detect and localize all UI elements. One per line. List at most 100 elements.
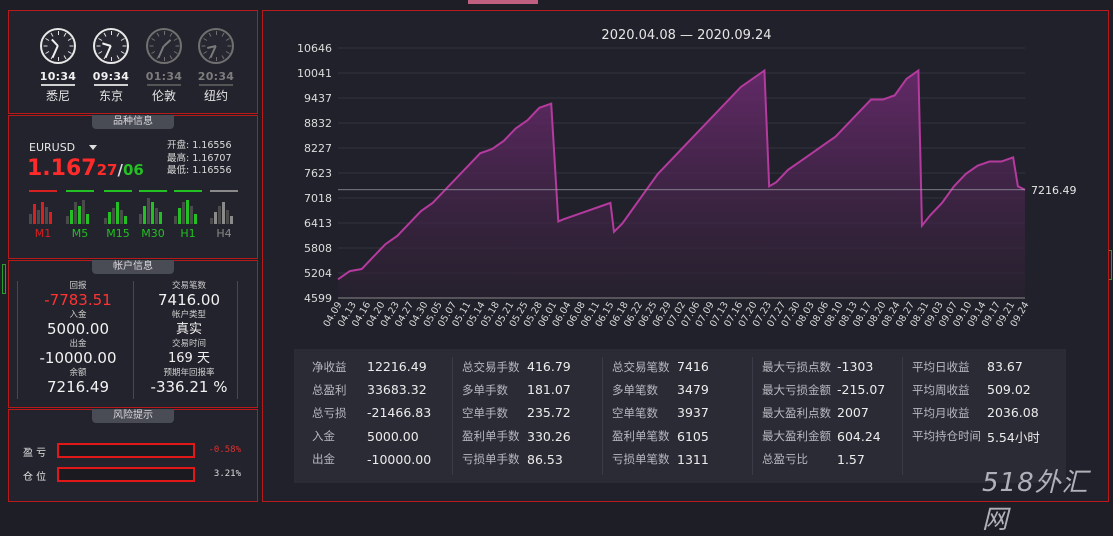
clock-tick <box>221 55 225 60</box>
stats-row: 亏损单手数 86.53 <box>462 448 571 471</box>
stat-label: 亏损单手数 <box>462 452 520 467</box>
strength-bar <box>178 208 181 224</box>
strength-bar <box>66 216 69 224</box>
stat-value: 330.26 <box>527 428 571 444</box>
symbol-select[interactable]: EURUSD <box>29 141 76 154</box>
annual-return-value: -336.21 % <box>150 378 228 396</box>
strength-bars <box>139 194 167 224</box>
position-label: 仓 位 <box>23 472 47 483</box>
timeframe-marker <box>139 190 167 192</box>
y-tick-label: 8227 <box>304 142 332 155</box>
timeframe-h4[interactable]: H4 <box>210 190 238 240</box>
timeframe-label: M1 <box>34 227 52 240</box>
drawdown-label: 回报 <box>69 281 87 291</box>
strength-bars <box>210 194 238 224</box>
account-type-value: 真实 <box>175 322 202 337</box>
stat-value: 5.54小时 <box>987 429 1040 445</box>
drawdown-value: -7783.51 <box>44 291 112 309</box>
account-info-panel: 帐户信息 回报 -7783.51 入金 5000.00 出金 -10000.00… <box>8 260 258 408</box>
withdraw-label: 出金 <box>69 339 87 349</box>
chart-title: 2020.04.08 — 2020.09.24 <box>601 28 772 43</box>
withdraw-value: -10000.00 <box>39 349 117 367</box>
position-meter <box>57 467 195 482</box>
clock-tick <box>164 57 165 61</box>
clock-tick <box>149 45 154 47</box>
stat-label: 空单手数 <box>462 405 508 420</box>
strength-bar <box>104 218 107 224</box>
strength-bar <box>174 216 177 224</box>
stats-row: 多单笔数 3479 <box>612 378 709 401</box>
strength-bar <box>226 210 229 224</box>
clock-tick <box>58 31 59 35</box>
strength-bar <box>230 216 233 224</box>
stat-value: 3479 <box>677 382 709 398</box>
stat-value: -10000.00 <box>367 451 432 467</box>
trade-time-label: 交易时间 <box>171 339 206 349</box>
timeframe-m30[interactable]: M30 <box>139 190 167 240</box>
clock-tick <box>216 31 217 35</box>
stats-divider <box>602 357 603 475</box>
stats-row: 出金 -10000.00 <box>312 448 431 471</box>
stats-divider <box>902 357 903 475</box>
clock-tick <box>67 51 72 54</box>
strength-bar <box>82 200 85 224</box>
clock-tick <box>169 55 173 60</box>
strength-bars <box>104 194 132 224</box>
account-type-label: 帐户类型 <box>171 310 206 320</box>
stats-row: 最大亏损点数 -1303 <box>762 355 885 378</box>
clock-time: 20:34 <box>191 70 241 86</box>
strength-bar <box>186 200 189 224</box>
stats-row: 空单笔数 3937 <box>612 401 709 424</box>
timeframe-m1[interactable]: M1 <box>29 190 57 240</box>
stat-value: 604.24 <box>837 428 881 444</box>
stat-value: -215.07 <box>837 382 886 398</box>
clock-tick <box>173 51 178 54</box>
clock-tick <box>45 38 50 41</box>
stats-row: 平均月收益 2036.08 <box>912 401 1040 424</box>
clock-tick <box>103 32 107 37</box>
stat-label: 平均日收益 <box>912 359 970 374</box>
section-title: 帐户信息 <box>92 260 174 274</box>
timeframe-h1[interactable]: H1 <box>174 190 202 240</box>
timeframe-m5[interactable]: M5 <box>66 190 94 240</box>
clock-tick <box>45 51 50 54</box>
clock-tick <box>151 51 156 54</box>
stat-value: 2007 <box>837 405 869 421</box>
stats-row: 入金 5000.00 <box>312 425 431 448</box>
clock-tick <box>216 57 217 61</box>
stat-label: 最大盈利点数 <box>762 405 831 420</box>
stats-row: 净收益 12216.49 <box>312 355 431 378</box>
chevron-down-icon[interactable] <box>89 145 97 150</box>
strength-bar <box>33 204 36 224</box>
timeframe-m15[interactable]: M15 <box>104 190 132 240</box>
y-tick-label: 10646 <box>297 42 332 55</box>
open-price: 开盘: 1.16556 <box>167 140 232 151</box>
timeframe-label: M5 <box>71 227 89 240</box>
stats-row: 最大盈利点数 2007 <box>762 401 885 424</box>
stat-value: 181.07 <box>527 382 571 398</box>
clock-tick <box>58 57 59 61</box>
clock-tick <box>169 32 173 37</box>
clock-tick <box>173 38 178 41</box>
stat-value: 7416 <box>677 359 709 375</box>
clock-tick <box>227 45 232 47</box>
clock-3: 20:34 纽约 <box>191 28 241 104</box>
stat-label: 平均周收益 <box>912 382 970 397</box>
left-edge-marker <box>2 264 6 294</box>
top-indicator <box>468 0 538 4</box>
stat-value: -21466.83 <box>367 405 432 421</box>
stats-table: 净收益 12216.49 总盈利 33683.32 总亏损 -21466.83 入金 5000… <box>294 349 1066 483</box>
stats-column: 最大亏损点数 -1303 最大亏损金额 -215.07 最大盈利点数 2007 最大盈利金额… <box>762 355 885 471</box>
strength-bar <box>86 214 89 224</box>
clock-tick <box>69 45 74 47</box>
strength-bar <box>120 210 123 224</box>
stat-value: 3937 <box>677 405 709 421</box>
clock-tick <box>63 32 67 37</box>
clock-icon <box>93 28 129 64</box>
stats-column: 净收益 12216.49 总盈利 33683.32 总亏损 -21466.83 入金 5000… <box>312 355 431 471</box>
y-tick-label: 7018 <box>304 192 332 205</box>
stat-value: 6105 <box>677 428 709 444</box>
position-value: 3.21% <box>213 469 241 479</box>
timeframe-label: M15 <box>106 227 130 240</box>
y-tick-label: 6413 <box>304 217 332 230</box>
